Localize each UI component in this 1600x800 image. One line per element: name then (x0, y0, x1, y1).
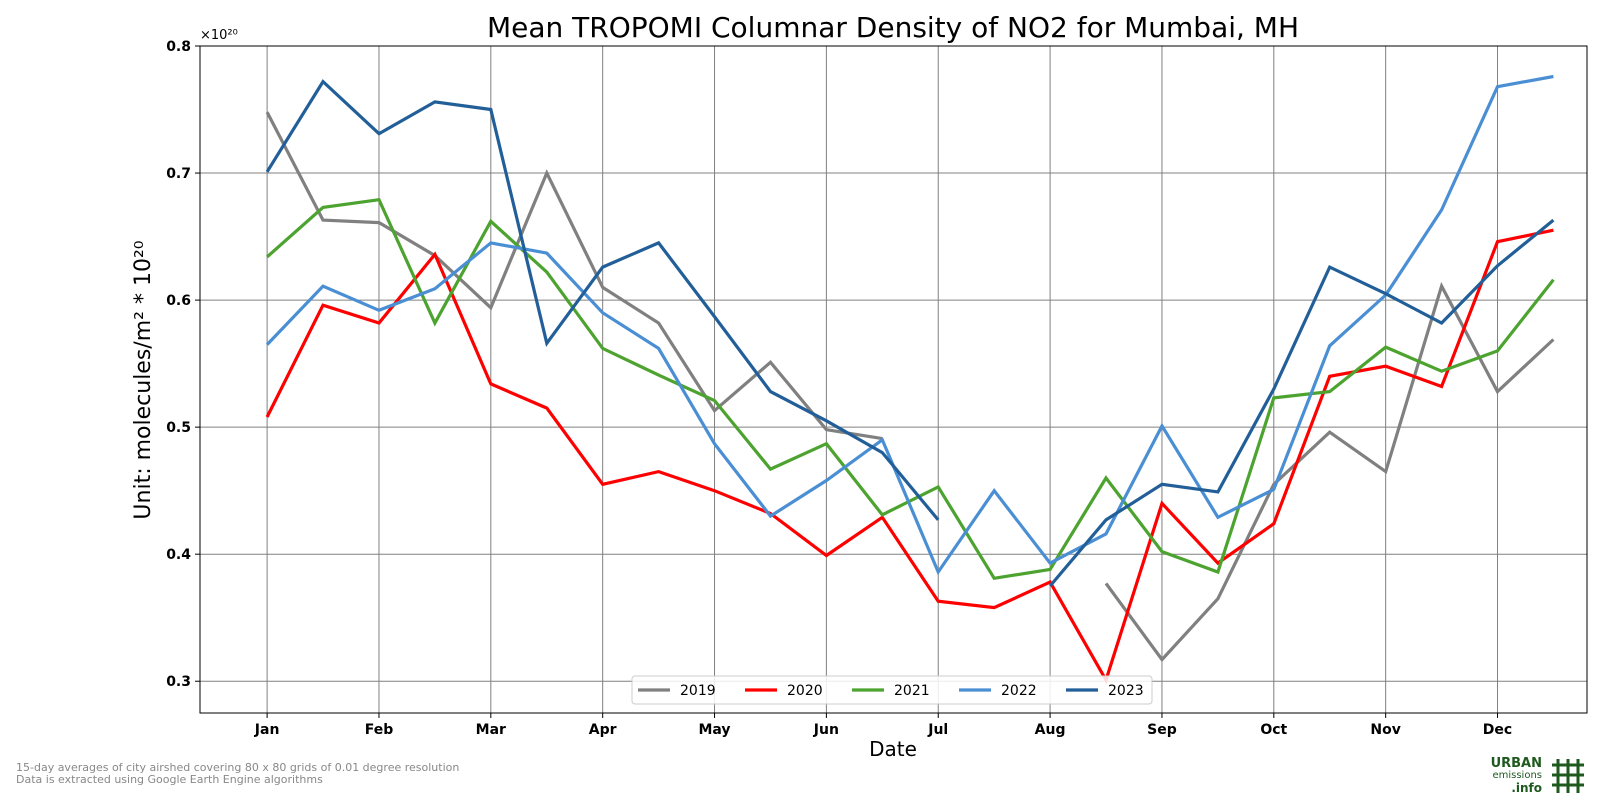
legend: 2019 2020 2021 2022 2023 (631, 675, 1153, 705)
x-tick-label: Jul (927, 722, 948, 738)
y-tick-label: 0.5 (166, 420, 191, 436)
x-tick-label: Jan (254, 722, 280, 738)
series-line-2023 (265, 79, 940, 521)
series-lines (265, 74, 1555, 684)
plot-frame (199, 45, 1588, 714)
series-2021 (266, 197, 1555, 581)
footnote-line-2: Data is extracted using Google Earth Eng… (16, 773, 323, 786)
y-tick-label: 0.6 (166, 293, 191, 309)
legend-label-2023: 2023 (1108, 683, 1144, 699)
x-axis-label: Date (869, 737, 917, 761)
series-2023 (265, 79, 1555, 588)
y-tick-label: 0.3 (166, 674, 191, 690)
series-line-2019 (1104, 281, 1555, 663)
series-line-2021 (266, 197, 1555, 581)
y-tick-label: 0.4 (166, 547, 191, 563)
series-line-2019 (265, 111, 883, 441)
legend-label-2022: 2022 (1001, 683, 1037, 699)
y-axis-label: Unit: molecules/m² * 10²⁰ (131, 240, 156, 519)
legend-label-2020: 2020 (787, 683, 823, 699)
grid (200, 45, 1587, 713)
y-tick-label: 0.7 (166, 166, 191, 182)
footnote-line-1: 15-day averages of city airshed covering… (16, 761, 460, 774)
x-axis-ticks: Jan Feb Mar Apr May Jun Jul Aug Sep Oct Nov Dec (254, 713, 1512, 738)
legend-box (631, 675, 1153, 705)
chart-title: Mean TROPOMI Columnar Density of NO2 for… (487, 11, 1299, 44)
logo-line-2: emissions (1492, 770, 1542, 781)
series-2019 (265, 111, 1555, 663)
x-tick-label: Apr (589, 722, 617, 738)
legend-label-2019: 2019 (680, 683, 716, 699)
legend-label-2021: 2021 (894, 683, 930, 699)
x-tick-label: Sep (1147, 722, 1177, 738)
x-tick-label: Jun (813, 722, 839, 738)
y-axis-ticks: 0.3 0.4 0.5 0.6 0.7 0.8 (166, 39, 200, 690)
logo-line-3: .info (1511, 781, 1542, 795)
x-tick-label: Feb (365, 722, 394, 738)
series-2020 (265, 228, 1554, 684)
series-line-2020 (265, 228, 1554, 684)
y-multiplier: ×10²⁰ (200, 28, 238, 43)
footnote: 15-day averages of city airshed covering… (16, 762, 459, 786)
x-tick-label: May (698, 722, 730, 738)
x-tick-label: Nov (1370, 722, 1400, 738)
x-tick-label: Mar (476, 722, 506, 738)
logo-line-1: URBAN (1490, 756, 1542, 771)
series-2022 (265, 74, 1554, 576)
y-tick-label: 0.8 (166, 39, 191, 55)
series-line-2023 (1048, 218, 1555, 588)
urban-emissions-logo: URBAN emissions .info (1468, 756, 1586, 796)
x-tick-label: Dec (1483, 722, 1512, 738)
x-tick-label: Oct (1260, 722, 1287, 738)
x-tick-label: Aug (1035, 722, 1066, 738)
series-line-2022 (265, 74, 1554, 576)
grid-logo-icon (1552, 759, 1584, 793)
